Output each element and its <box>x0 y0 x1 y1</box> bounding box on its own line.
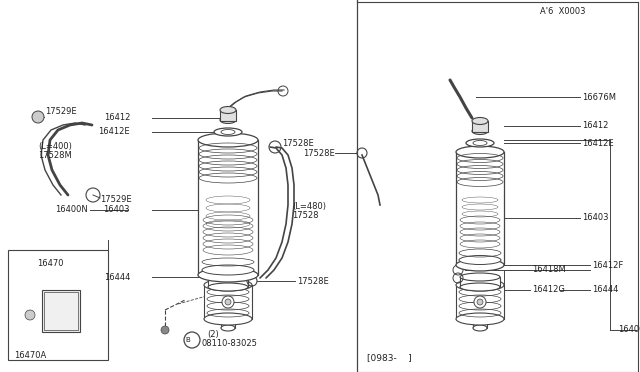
Ellipse shape <box>456 279 504 291</box>
Bar <box>42 290 80 332</box>
Text: 16470A: 16470A <box>14 352 46 360</box>
Circle shape <box>474 296 486 308</box>
Text: 16403: 16403 <box>582 214 609 222</box>
Text: 17529E: 17529E <box>45 108 77 116</box>
Ellipse shape <box>472 118 488 125</box>
Bar <box>460 277 500 287</box>
Text: 16400N: 16400N <box>55 205 88 215</box>
Text: 16403: 16403 <box>104 205 130 215</box>
Bar <box>472 121 488 132</box>
Text: [0983-    ]: [0983- ] <box>367 353 412 362</box>
Text: 16412: 16412 <box>104 113 130 122</box>
Bar <box>456 285 504 319</box>
Text: 17529E: 17529E <box>100 196 132 205</box>
Text: (L=400): (L=400) <box>38 141 72 151</box>
Ellipse shape <box>220 116 236 124</box>
Ellipse shape <box>198 133 258 147</box>
Ellipse shape <box>473 141 487 145</box>
Ellipse shape <box>473 315 487 321</box>
Text: 16412E: 16412E <box>99 128 130 137</box>
Text: 17528E: 17528E <box>303 148 335 157</box>
Bar <box>221 318 235 328</box>
Ellipse shape <box>473 325 487 331</box>
Ellipse shape <box>208 273 248 281</box>
Circle shape <box>225 299 231 305</box>
Text: 16412F: 16412F <box>592 260 623 269</box>
Circle shape <box>25 310 35 320</box>
Ellipse shape <box>460 283 500 291</box>
Ellipse shape <box>470 262 490 268</box>
Ellipse shape <box>460 273 500 281</box>
Ellipse shape <box>472 128 488 135</box>
Text: 16418M: 16418M <box>532 266 566 275</box>
Ellipse shape <box>456 313 504 325</box>
Text: 16400N: 16400N <box>618 326 640 334</box>
Ellipse shape <box>466 139 494 147</box>
Ellipse shape <box>221 325 235 331</box>
Text: (L=480): (L=480) <box>292 202 326 211</box>
Text: 17528E: 17528E <box>282 138 314 148</box>
Bar <box>204 285 252 319</box>
Text: B: B <box>186 337 190 343</box>
Text: A'6  X0003: A'6 X0003 <box>540 7 586 16</box>
Circle shape <box>161 326 169 334</box>
Text: 16470: 16470 <box>36 259 63 267</box>
Ellipse shape <box>220 106 236 113</box>
Bar <box>208 277 248 287</box>
Ellipse shape <box>462 260 498 269</box>
Text: 08110-83025: 08110-83025 <box>202 340 258 349</box>
Ellipse shape <box>221 129 235 135</box>
Bar <box>8 250 108 360</box>
Bar <box>198 140 258 275</box>
Text: (2): (2) <box>207 330 219 339</box>
Text: 16444: 16444 <box>104 273 130 282</box>
Text: 16412E: 16412E <box>582 138 614 148</box>
Bar <box>44 292 78 330</box>
Ellipse shape <box>208 283 248 291</box>
Circle shape <box>477 299 483 305</box>
Bar <box>456 152 504 265</box>
Ellipse shape <box>214 128 242 136</box>
Text: 17528M: 17528M <box>38 151 72 160</box>
Ellipse shape <box>204 279 252 291</box>
Text: 16444: 16444 <box>592 285 618 295</box>
Text: 16412G: 16412G <box>532 285 565 295</box>
Circle shape <box>222 296 234 308</box>
Bar <box>473 318 487 328</box>
Text: 16676M: 16676M <box>582 93 616 102</box>
Ellipse shape <box>202 265 254 275</box>
Text: 16412: 16412 <box>582 122 609 131</box>
Bar <box>220 110 236 121</box>
Ellipse shape <box>204 313 252 325</box>
Ellipse shape <box>456 146 504 158</box>
Ellipse shape <box>459 256 501 264</box>
Ellipse shape <box>221 315 235 321</box>
Ellipse shape <box>198 268 258 282</box>
Text: 17528: 17528 <box>292 211 319 219</box>
Text: 17528E: 17528E <box>297 276 329 285</box>
Ellipse shape <box>456 259 504 271</box>
Circle shape <box>32 111 44 123</box>
